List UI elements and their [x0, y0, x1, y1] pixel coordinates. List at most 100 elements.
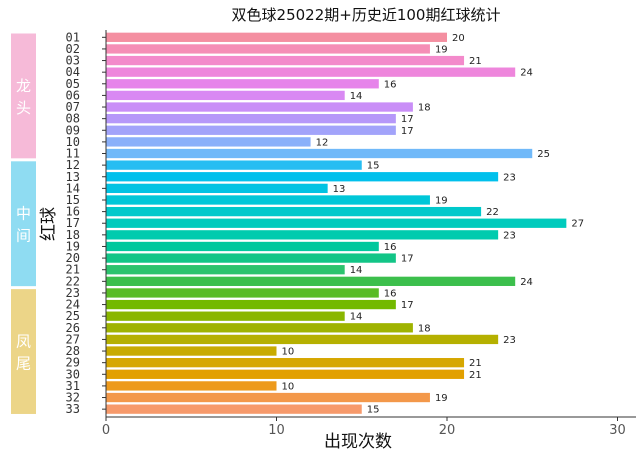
bar-33 [106, 404, 362, 414]
bar-12 [106, 160, 362, 170]
bar-32 [106, 392, 430, 403]
data-label-21: 14 [350, 265, 363, 276]
data-label-03: 21 [469, 56, 482, 67]
data-labels: 2019212416141817171225152313192227231617… [282, 33, 585, 416]
bar-29 [106, 358, 465, 368]
data-label-08: 17 [401, 114, 414, 125]
bar-25 [106, 311, 345, 321]
bar-20 [106, 253, 396, 263]
group-label-2-char-1: 尾 [16, 355, 31, 373]
bar-01 [106, 32, 447, 42]
data-label-18: 23 [503, 230, 516, 241]
group-label-1-char-1: 间 [16, 227, 31, 245]
bars [106, 32, 567, 414]
y-tick-label-23: 23 [66, 286, 80, 300]
bar-28 [106, 346, 277, 356]
bar-18 [106, 230, 499, 240]
x-tick-label-0: 0 [102, 423, 110, 438]
data-label-10: 12 [316, 137, 329, 148]
bar-24 [106, 299, 396, 310]
y-tick-label-24: 24 [66, 298, 80, 312]
bar-04 [106, 67, 516, 77]
group-label-0-char-1: 头 [16, 99, 31, 117]
y-tick-label-21: 21 [66, 263, 80, 277]
y-axis-title: 红球 [39, 207, 59, 241]
data-label-33: 15 [367, 405, 380, 416]
bar-09 [106, 125, 396, 135]
bar-30 [106, 369, 465, 379]
y-tick-label-04: 04 [66, 65, 80, 79]
data-label-30: 21 [469, 370, 482, 381]
y-tick-label-12: 12 [66, 158, 80, 172]
data-label-27: 23 [503, 335, 516, 346]
y-tick-label-02: 02 [66, 42, 80, 56]
data-label-26: 18 [418, 323, 431, 334]
y-tick-label-13: 13 [66, 170, 80, 184]
data-label-28: 10 [282, 347, 295, 358]
data-label-07: 18 [418, 103, 431, 114]
y-tick-label-28: 28 [66, 344, 80, 358]
y-tick-label-17: 17 [66, 216, 80, 230]
y-tick-label-30: 30 [66, 367, 80, 381]
data-label-11: 25 [537, 149, 550, 160]
group-strip-1 [11, 161, 36, 287]
data-label-24: 17 [401, 300, 414, 311]
bar-08 [106, 114, 396, 124]
bar-15 [106, 195, 430, 205]
y-tick-label-06: 06 [66, 88, 80, 102]
bar-07 [106, 102, 413, 112]
x-tick-label-20: 20 [439, 423, 456, 438]
data-label-13: 23 [503, 172, 516, 183]
group-label-1-char-0: 中 [16, 205, 31, 223]
bar-14 [106, 183, 328, 194]
data-label-01: 20 [452, 33, 465, 44]
y-tick-label-27: 27 [66, 332, 80, 346]
data-label-31: 10 [282, 381, 295, 392]
bar-02 [106, 44, 430, 54]
bar-19 [106, 241, 379, 252]
data-label-14: 13 [333, 184, 346, 195]
bar-23 [106, 288, 379, 298]
group-label-2-char-0: 凤 [16, 333, 31, 351]
data-label-32: 19 [435, 393, 448, 404]
data-label-15: 19 [435, 195, 448, 206]
y-tick-label-18: 18 [66, 228, 80, 242]
y-tick-label-29: 29 [66, 356, 80, 370]
y-tick-label-10: 10 [66, 135, 80, 149]
data-label-23: 16 [384, 288, 397, 299]
y-tick-label-07: 07 [66, 100, 80, 114]
y-tick-label-25: 25 [66, 309, 80, 323]
bar-21 [106, 265, 345, 275]
chart-title: 双色球25022期+历史近100期红球统计 [232, 6, 501, 24]
data-label-29: 21 [469, 358, 482, 369]
data-label-05: 16 [384, 79, 397, 90]
y-tick-label-19: 19 [66, 239, 80, 253]
y-tick-label-14: 14 [66, 181, 80, 195]
data-label-16: 22 [486, 207, 499, 218]
x-tick-label-30: 30 [609, 423, 626, 438]
bar-05 [106, 79, 379, 89]
y-tick-label-20: 20 [66, 251, 80, 265]
bar-17 [106, 218, 567, 228]
data-label-04: 24 [520, 68, 533, 79]
bar-10 [106, 137, 311, 147]
bar-03 [106, 55, 465, 66]
group-strip-0 [11, 33, 36, 159]
y-tick-label-22: 22 [66, 274, 80, 288]
bar-11 [106, 148, 533, 159]
data-label-19: 16 [384, 242, 397, 253]
group-label-0-char-0: 龙 [16, 77, 31, 95]
data-label-06: 14 [350, 91, 363, 102]
y-tick-labels: 0102030405060708091011121314151617181920… [66, 30, 106, 416]
y-tick-label-33: 33 [66, 402, 80, 416]
bar-27 [106, 334, 499, 345]
x-tick-label-10: 10 [268, 423, 285, 438]
y-tick-label-09: 09 [66, 123, 80, 137]
data-label-17: 27 [571, 219, 584, 230]
bar-22 [106, 276, 516, 286]
y-tick-label-03: 03 [66, 54, 80, 68]
data-label-12: 15 [367, 161, 380, 172]
bar-26 [106, 323, 413, 333]
